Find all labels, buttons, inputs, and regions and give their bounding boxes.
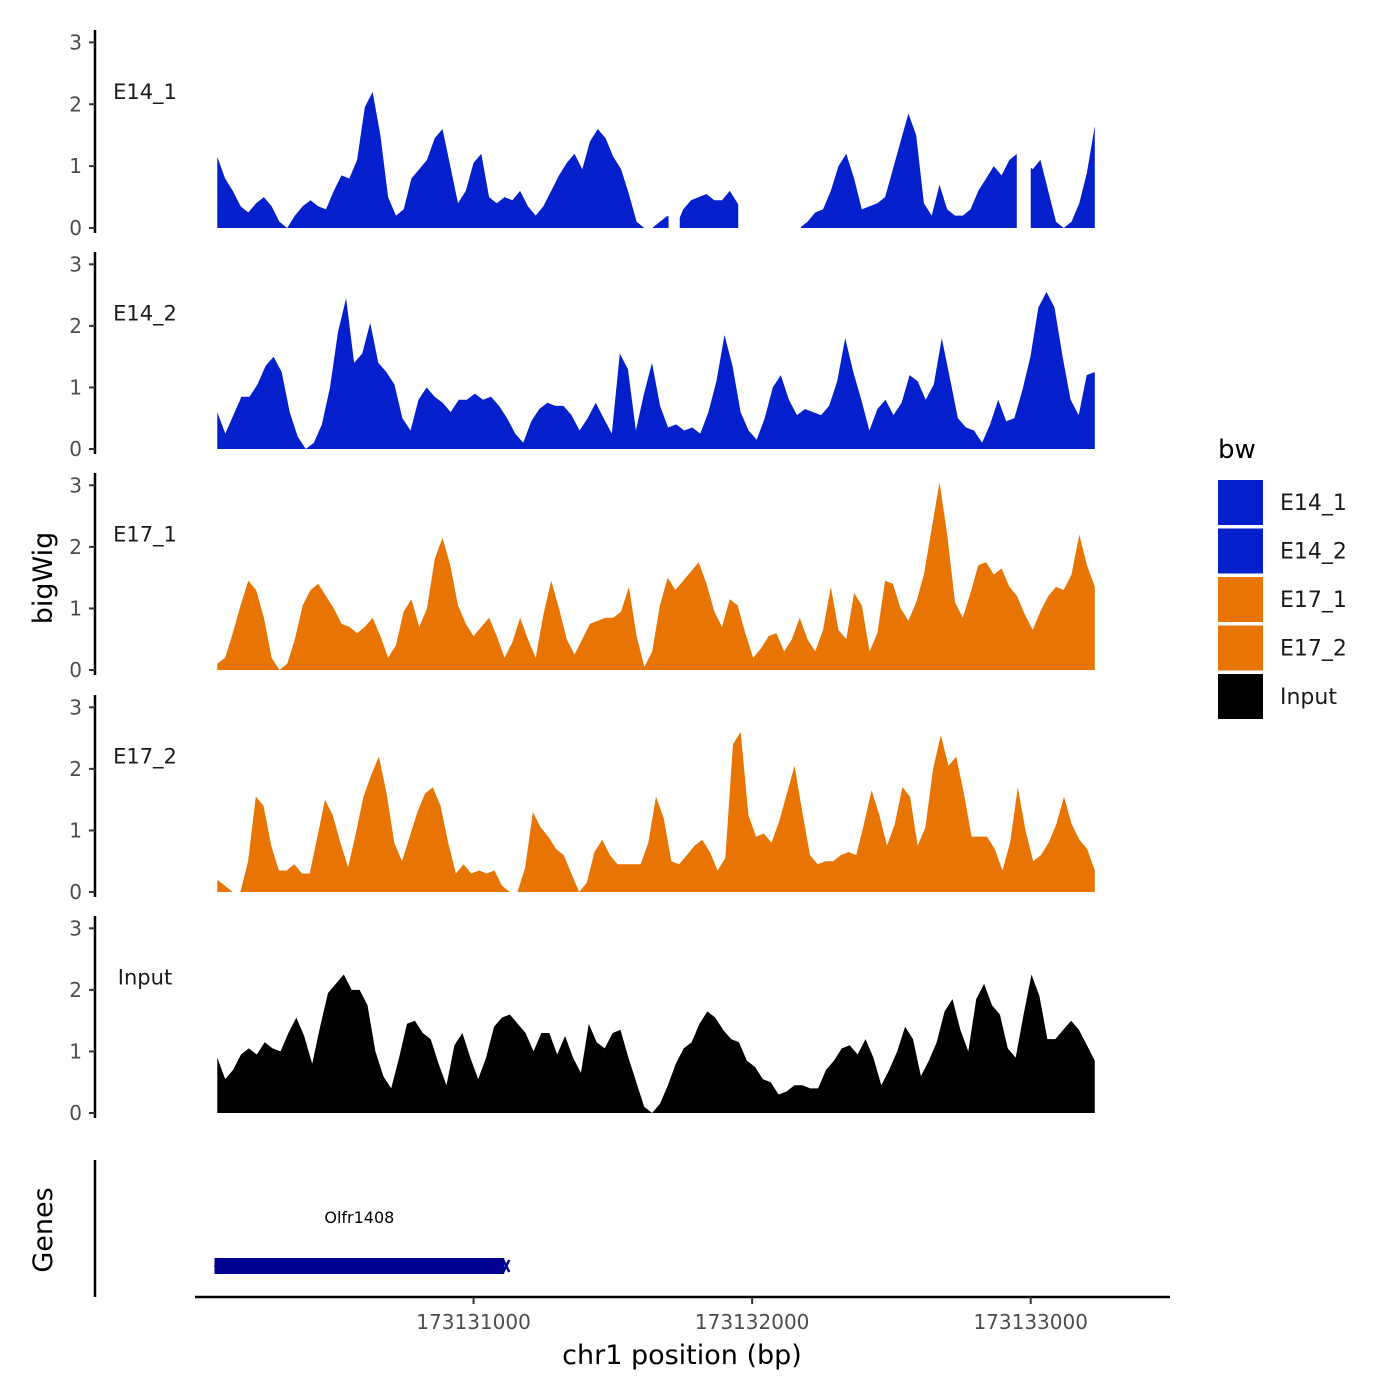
x-tick-label: 173131000 — [416, 1310, 531, 1334]
y-tick-label: 0 — [69, 1101, 82, 1125]
legend-label: Input — [1280, 685, 1337, 710]
track-E17_1: 0 1 2 3 E17_1 — [69, 473, 1095, 682]
track-label: E17_2 — [113, 745, 177, 770]
legend-swatch-E17_2 — [1218, 625, 1263, 671]
y-axis-title: bigWig — [28, 532, 59, 625]
track-label: Input — [118, 966, 172, 990]
x-axis: 173131000 173132000 173133000 — [195, 1295, 1170, 1334]
signal-area-E17_1 — [217, 482, 1095, 670]
y-tick-label: 0 — [69, 658, 82, 682]
y-tick-label: 3 — [69, 916, 82, 940]
x-tick-label: 173132000 — [695, 1310, 810, 1334]
y-tick-label: 3 — [69, 473, 82, 497]
y-tick-label: 2 — [69, 978, 82, 1002]
track-E17_2: 0 1 2 3 E17_2 — [69, 695, 1095, 904]
y-tick-label: 2 — [69, 314, 82, 338]
y-tick-label: 1 — [69, 1039, 82, 1063]
track-Input: 0 1 2 3 Input — [69, 916, 1095, 1125]
x-axis-title: chr1 position (bp) — [562, 1340, 802, 1371]
y-tick-label: 3 — [69, 252, 82, 276]
y-tick-label: 2 — [69, 535, 82, 559]
track-E14_1: 0 1 2 3 E14_1 — [69, 30, 1095, 240]
y-tick-label: 1 — [69, 375, 82, 399]
y-tick-label: 1 — [69, 596, 82, 620]
legend-swatch-Input — [1218, 674, 1263, 719]
legend-label: E14_1 — [1280, 491, 1347, 516]
signal-area-Input — [217, 974, 1095, 1113]
signal-area-E17_2 — [217, 731, 1095, 892]
no-data-gap — [738, 30, 801, 229]
y-tick-label: 0 — [69, 437, 82, 461]
signal-area-E14_2 — [217, 292, 1095, 449]
legend-swatch-E14_1 — [1218, 480, 1263, 525]
legend-swatch-E14_2 — [1218, 528, 1263, 574]
legend-title: bw — [1218, 435, 1256, 465]
gene-end-mark — [502, 1259, 511, 1273]
y-tick-label: 1 — [69, 818, 82, 842]
y-tick-label: 3 — [69, 695, 82, 719]
track-E14_2: 0 1 2 3 E14_2 — [69, 252, 1095, 461]
gene-panel-title: Genes — [28, 1187, 59, 1272]
track-label: E17_1 — [113, 523, 177, 548]
y-tick-label: 2 — [69, 757, 82, 781]
no-data-gap — [668, 30, 680, 229]
y-tick-label: 3 — [69, 30, 82, 54]
gene-body — [214, 1258, 505, 1274]
y-tick-label: 0 — [69, 216, 82, 240]
legend-label: E17_2 — [1280, 637, 1347, 662]
legend: E14_1 E14_2 E17_1 E17_2 Input — [1218, 480, 1347, 719]
strand-arrow — [213, 1259, 222, 1273]
track-label: E14_1 — [113, 80, 177, 105]
signal-area-E14_1 — [217, 91, 1095, 229]
y-tick-label: 2 — [69, 92, 82, 116]
gene-track: Olfr1408 — [93, 1160, 511, 1297]
y-tick-label: 1 — [69, 154, 82, 178]
x-tick-label: 173133000 — [973, 1310, 1088, 1334]
legend-swatch-E17_1 — [1218, 577, 1263, 622]
y-tick-label: 0 — [69, 880, 82, 904]
legend-label: E14_2 — [1280, 540, 1347, 565]
gene-label: Olfr1408 — [324, 1208, 394, 1227]
legend-label: E17_1 — [1280, 588, 1347, 613]
no-data-gap — [1016, 30, 1031, 229]
track-label: E14_2 — [113, 302, 177, 327]
tracks: 0 1 2 3 E14_1 0 1 2 3 E14_2 0 1 2 3 E17_1 0 1 2 3 E17_2 0 1 2 3… — [69, 30, 1095, 1125]
